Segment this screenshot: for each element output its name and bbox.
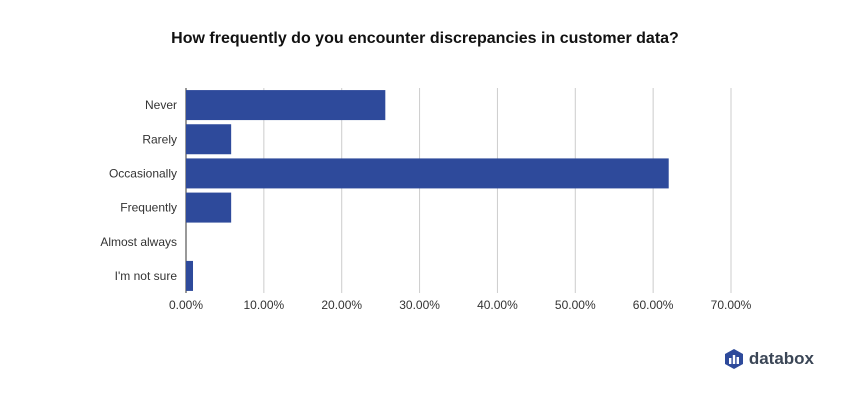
category-label: Almost always <box>100 235 177 249</box>
x-tick-label: 20.00% <box>321 298 362 312</box>
x-tick-label: 30.00% <box>399 298 440 312</box>
x-axis-ticks: 0.00% 10.00% 20.00% 30.00% 40.00% 50.00% 60.00… <box>169 298 752 312</box>
category-label: Occasionally <box>109 166 177 180</box>
grid-layer <box>185 88 732 293</box>
category-label: Rarely <box>142 132 177 146</box>
bar[interactable] <box>186 124 232 155</box>
category-label: Never <box>145 98 177 112</box>
x-tick-label: 10.00% <box>244 298 285 312</box>
x-tick-label: 40.00% <box>477 298 518 312</box>
bar-layer <box>186 90 669 291</box>
category-label: I'm not sure <box>115 269 178 283</box>
bar[interactable] <box>186 90 386 121</box>
bar[interactable] <box>186 260 194 291</box>
x-tick-label: 70.00% <box>711 298 752 312</box>
x-tick-label: 50.00% <box>555 298 596 312</box>
bar[interactable] <box>186 158 669 189</box>
chart-title: How frequently do you encounter discrepa… <box>171 30 679 47</box>
x-tick-label: 0.00% <box>169 298 203 312</box>
databox-logo: databox <box>724 348 814 370</box>
databox-logo-icon <box>724 349 743 369</box>
category-labels: Never Rarely Occasionally Frequently Almost … <box>100 98 177 283</box>
category-label: Frequently <box>120 201 177 215</box>
brand-name: databox <box>748 349 814 368</box>
bar[interactable] <box>186 192 232 223</box>
x-tick-label: 60.00% <box>633 298 674 312</box>
